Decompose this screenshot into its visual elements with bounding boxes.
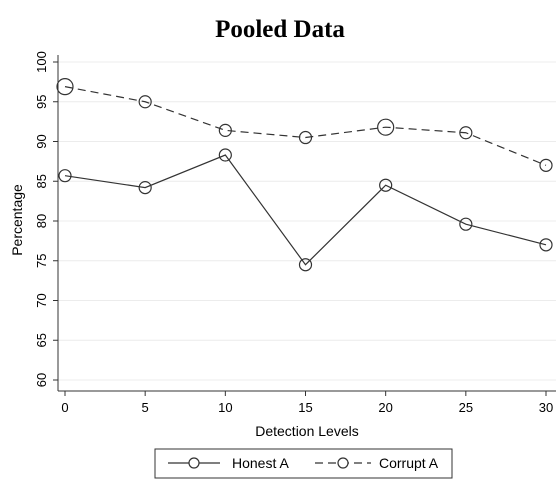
data-point-corrupt-a (539, 158, 553, 172)
data-point-corrupt-a (298, 130, 313, 145)
legend-label-honest-a: Honest A (232, 455, 289, 471)
y-tick-label: 75 (34, 254, 49, 268)
data-point-corrupt-a (459, 126, 473, 140)
x-axis-label: Detection Levels (255, 423, 359, 439)
series-line-honest-a (64, 154, 547, 266)
y-tick-label: 65 (34, 333, 49, 347)
legend-marker-honest-a (188, 457, 200, 469)
data-point-honest-a (218, 148, 232, 162)
legend: Honest A Corrupt A (154, 448, 453, 479)
x-tick-label: 20 (378, 400, 392, 415)
series (56, 78, 553, 272)
axes: 60 65 70 75 80 85 90 95 100 0 5 10 15 20 25 30 (34, 51, 556, 415)
y-axis-label: Percentage (9, 184, 25, 256)
x-tick-label: 15 (298, 400, 312, 415)
x-tick-label: 30 (539, 400, 553, 415)
data-point-corrupt-a (377, 118, 395, 136)
x-tick-label: 0 (61, 400, 68, 415)
data-point-corrupt-a (218, 123, 232, 137)
data-point-honest-a (58, 169, 72, 183)
legend-marker-corrupt-a (337, 457, 349, 469)
data-point-honest-a (138, 181, 152, 195)
y-tick-label: 100 (34, 51, 49, 73)
y-tick-label: 85 (34, 174, 49, 188)
x-tick-label: 25 (459, 400, 473, 415)
data-point-honest-a (298, 258, 313, 272)
y-tick-label: 90 (34, 134, 49, 148)
y-tick-label: 80 (34, 214, 49, 228)
x-tick-label: 10 (218, 400, 232, 415)
data-point-corrupt-a (56, 78, 74, 96)
y-tick-label: 60 (34, 373, 49, 387)
data-point-honest-a (539, 238, 553, 252)
grid (58, 61, 556, 381)
data-point-honest-a (459, 217, 473, 231)
data-point-corrupt-a (138, 95, 152, 109)
y-tick-label: 95 (34, 95, 49, 109)
legend-label-corrupt-a: Corrupt A (379, 455, 439, 471)
data-point-honest-a (379, 178, 393, 192)
y-tick-label: 70 (34, 293, 49, 307)
series-line-corrupt-a (64, 86, 547, 166)
x-tick-label: 5 (142, 400, 149, 415)
chart-title: Pooled Data (215, 16, 345, 43)
